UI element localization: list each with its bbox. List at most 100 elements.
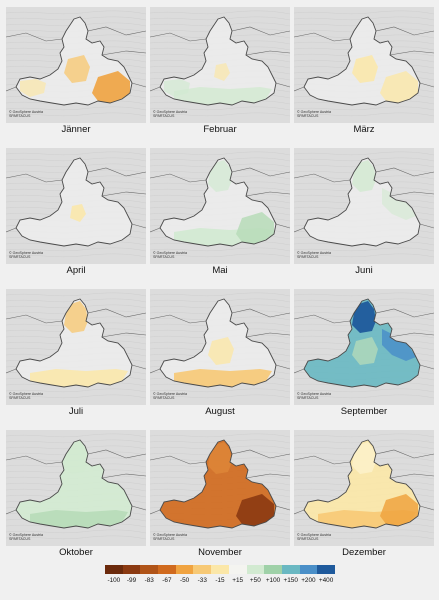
legend-label: -67 — [162, 577, 172, 584]
month-panel: © GeoSphere Austria SPARTACUS Februar — [150, 7, 290, 139]
month-label: Dezember — [342, 547, 386, 558]
month-label: April — [66, 265, 86, 276]
credit-line-spartacus: SPARTACUS — [9, 396, 31, 401]
legend-swatch — [122, 565, 141, 574]
relief-texture-line — [6, 106, 146, 111]
salzburg-map — [150, 148, 290, 264]
legend-label: -33 — [197, 577, 207, 584]
anomaly-patch — [352, 442, 376, 474]
relief-texture-line — [6, 535, 146, 540]
relief-texture-line — [150, 394, 290, 399]
legend-label: -50 — [179, 577, 190, 584]
neighbor-border-lines — [294, 449, 434, 515]
legend-label: -99 — [126, 577, 137, 584]
month-label: März — [353, 124, 375, 135]
relief-texture-line — [6, 433, 146, 438]
legend-swatch — [228, 565, 247, 574]
map-credit: © GeoSphere Austria SPARTACUS — [297, 251, 331, 260]
month-label: Juli — [68, 406, 84, 417]
salzburg-map — [150, 7, 290, 123]
map-credit: © GeoSphere Austria SPARTACUS — [297, 392, 331, 401]
state-outline — [303, 157, 421, 247]
month-label: September — [340, 406, 388, 417]
relief-texture-line — [294, 394, 434, 399]
credit-line-spartacus: SPARTACUS — [153, 114, 175, 119]
anomaly-patch — [208, 337, 234, 365]
anomaly-patch — [380, 494, 418, 526]
relief-texture-line — [150, 433, 290, 438]
state-outline — [303, 439, 421, 529]
neighbor-border-lines — [294, 26, 434, 92]
anomaly-patch — [164, 79, 190, 97]
legend-swatch — [211, 565, 229, 574]
legend-swatch — [175, 565, 194, 574]
anomaly-patch — [30, 510, 128, 528]
legend-swatch — [281, 565, 300, 574]
credit-line-geosphere: © GeoSphere Austria — [9, 533, 44, 537]
neighbor-border-lines — [150, 308, 290, 374]
state-area — [16, 158, 132, 246]
anomaly-patch — [214, 63, 230, 81]
credit-line-spartacus: SPARTACUS — [297, 255, 319, 260]
legend-swatch — [317, 565, 335, 574]
legend-label: -15 — [215, 577, 225, 584]
credit-line-geosphere: © GeoSphere Austria — [9, 110, 44, 114]
relief-texture-line — [6, 388, 146, 393]
month-map-grid: © GeoSphere Austria SPARTACUS Jänner © GeoS… — [6, 7, 434, 562]
legend-label: +100 — [265, 577, 281, 584]
relief-texture-line — [294, 529, 434, 534]
neighbor-border-lines — [6, 26, 146, 92]
salzburg-map — [6, 148, 146, 264]
month-label: Oktober — [59, 547, 93, 558]
anomaly-patch — [208, 442, 232, 474]
state-outline — [303, 16, 421, 106]
credit-line-spartacus: SPARTACUS — [153, 537, 175, 542]
relief-texture-line — [150, 151, 290, 156]
relief-texture-line — [150, 112, 290, 117]
month-panel: © GeoSphere Austria SPARTACUS Dezember — [294, 430, 434, 562]
month-panel: © GeoSphere Austria SPARTACUS November — [150, 430, 290, 562]
state-outline — [159, 16, 277, 106]
legend-label: +50 — [249, 577, 261, 584]
anomaly-patch — [352, 301, 376, 333]
credit-line-spartacus: SPARTACUS — [9, 255, 31, 260]
credit-line-spartacus: SPARTACUS — [297, 537, 319, 542]
relief-texture-line — [150, 247, 290, 252]
month-label: August — [205, 406, 235, 417]
credit-line-geosphere: © GeoSphere Austria — [297, 533, 332, 537]
credit-line-geosphere: © GeoSphere Austria — [297, 251, 332, 255]
relief-texture-line — [6, 247, 146, 252]
legend-swatch — [193, 565, 212, 574]
neighbor-border-lines — [150, 449, 290, 515]
month-panel: © GeoSphere Austria SPARTACUS Juni — [294, 148, 434, 280]
anomaly-patch — [380, 71, 418, 103]
legend-label: +200 — [301, 577, 316, 584]
salzburg-map — [150, 289, 290, 405]
anomaly-patch — [208, 160, 232, 192]
legend-label: +15 — [232, 577, 244, 584]
month-label: November — [198, 547, 242, 558]
month-panel: © GeoSphere Austria SPARTACUS Mai — [150, 148, 290, 280]
map-credit: © GeoSphere Austria SPARTACUS — [9, 533, 43, 542]
anomaly-patch — [352, 337, 378, 365]
credit-line-geosphere: © GeoSphere Austria — [297, 110, 332, 114]
salzburg-map — [294, 289, 434, 405]
legend-label: +150 — [283, 577, 298, 584]
relief-texture-line — [6, 112, 146, 117]
anomaly-patch — [236, 212, 274, 244]
relief-texture-line — [150, 106, 290, 111]
salzburg-map — [150, 430, 290, 546]
relief-texture-line — [6, 529, 146, 534]
state-area — [304, 158, 420, 246]
month-label: Juni — [355, 265, 373, 276]
relief-texture-line — [150, 535, 290, 540]
relief-texture-line — [294, 433, 434, 438]
map-credit: © GeoSphere Austria SPARTACUS — [9, 392, 43, 401]
precipitation-anomaly-legend: -100 -99 -83 -67 -50 -33 -15 +15 +50 +100 +150 +200… — [105, 565, 335, 595]
legend-swatch — [264, 565, 282, 574]
relief-texture-line — [294, 535, 434, 540]
neighbor-border-lines — [294, 167, 434, 233]
month-panel: © GeoSphere Austria SPARTACUS März — [294, 7, 434, 139]
relief-texture-line — [150, 10, 290, 15]
map-credit: © GeoSphere Austria SPARTACUS — [9, 251, 43, 260]
